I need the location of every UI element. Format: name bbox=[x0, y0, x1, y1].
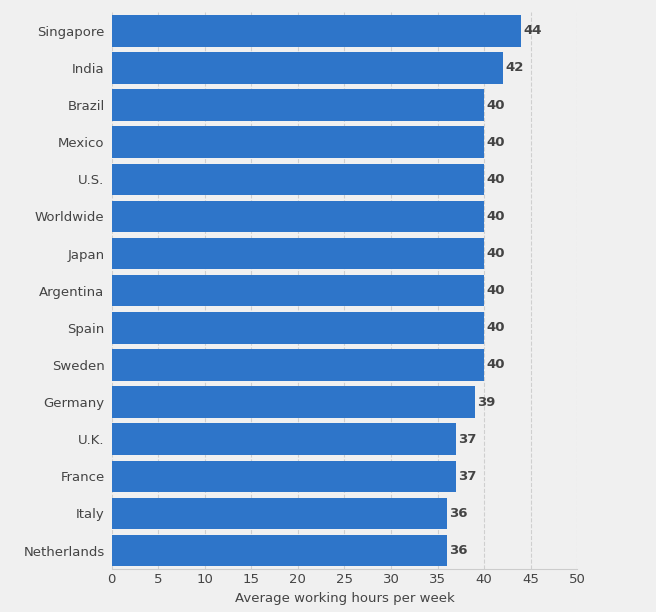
Text: 36: 36 bbox=[449, 544, 468, 557]
Bar bbox=[112, 275, 484, 307]
Text: 40: 40 bbox=[487, 210, 505, 223]
Bar bbox=[112, 52, 502, 84]
Bar bbox=[112, 127, 484, 158]
Bar bbox=[112, 201, 484, 232]
Text: 40: 40 bbox=[487, 136, 505, 149]
Bar bbox=[112, 89, 484, 121]
Bar bbox=[112, 15, 522, 47]
Text: 39: 39 bbox=[477, 395, 495, 409]
Bar bbox=[112, 535, 447, 566]
Bar bbox=[112, 386, 475, 418]
Text: 40: 40 bbox=[487, 173, 505, 186]
Bar bbox=[112, 461, 456, 492]
Text: 44: 44 bbox=[523, 24, 543, 37]
Bar bbox=[112, 349, 484, 381]
Text: 40: 40 bbox=[487, 359, 505, 371]
Text: 40: 40 bbox=[487, 247, 505, 260]
Bar bbox=[112, 424, 456, 455]
Bar bbox=[112, 238, 484, 269]
Bar bbox=[112, 312, 484, 343]
Text: 36: 36 bbox=[449, 507, 468, 520]
Text: 37: 37 bbox=[459, 470, 477, 483]
Bar bbox=[112, 163, 484, 195]
Text: 40: 40 bbox=[487, 99, 505, 111]
X-axis label: Average working hours per week: Average working hours per week bbox=[235, 592, 454, 605]
Text: 40: 40 bbox=[487, 321, 505, 334]
Bar bbox=[112, 498, 447, 529]
Text: 40: 40 bbox=[487, 284, 505, 297]
Text: 37: 37 bbox=[459, 433, 477, 446]
Text: 42: 42 bbox=[505, 61, 523, 75]
